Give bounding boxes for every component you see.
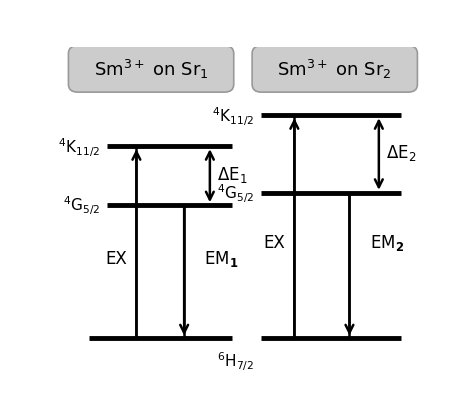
Text: $^4$G$_{5/2}$: $^4$G$_{5/2}$ bbox=[217, 182, 254, 205]
Text: EM$\mathbf{_2}$: EM$\mathbf{_2}$ bbox=[370, 233, 404, 253]
Text: EM$\mathbf{_1}$: EM$\mathbf{_1}$ bbox=[204, 248, 238, 268]
Text: $^6$H$_{7/2}$: $^6$H$_{7/2}$ bbox=[217, 349, 254, 372]
Text: EX: EX bbox=[105, 249, 127, 267]
Text: Sm$^{3+}$ on Sr$_2$: Sm$^{3+}$ on Sr$_2$ bbox=[277, 58, 392, 81]
FancyBboxPatch shape bbox=[68, 47, 234, 93]
Text: $\Delta$E$_1$: $\Delta$E$_1$ bbox=[217, 165, 247, 185]
Text: $\Delta$E$_2$: $\Delta$E$_2$ bbox=[386, 143, 417, 163]
Text: Sm$^{3+}$ on Sr$_1$: Sm$^{3+}$ on Sr$_1$ bbox=[94, 58, 209, 81]
Text: EX: EX bbox=[263, 234, 285, 251]
Text: $^4$K$_{11/2}$: $^4$K$_{11/2}$ bbox=[212, 105, 254, 128]
FancyBboxPatch shape bbox=[252, 47, 418, 93]
Text: $^4$K$_{11/2}$: $^4$K$_{11/2}$ bbox=[58, 136, 100, 158]
Text: $^4$G$_{5/2}$: $^4$G$_{5/2}$ bbox=[63, 194, 100, 217]
